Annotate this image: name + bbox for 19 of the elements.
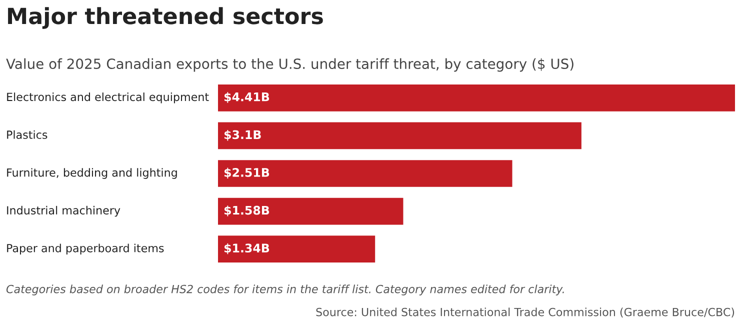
data-label: $1.58B xyxy=(224,206,270,216)
data-label: $1.34B xyxy=(224,243,270,254)
data-label: $4.41B xyxy=(224,92,270,103)
data-label: $2.51B xyxy=(224,168,270,178)
bar xyxy=(218,122,582,150)
bar xyxy=(218,236,376,263)
chart-title: Major threatened sectors xyxy=(8,7,323,29)
y-tick-label: Plastics xyxy=(7,130,48,139)
data-label: $3.1B xyxy=(224,130,261,141)
y-tick-label: Industrial machinery xyxy=(7,206,120,217)
chart-subtitle: Value of 2025 Canadian exports to the U.S. under tariff threat, by category ($ US) xyxy=(6,58,574,72)
y-tick-label: Furniture, bedding and lighting xyxy=(7,168,177,179)
y-tick-label: Electronics and electrical equipment xyxy=(7,92,209,104)
bar xyxy=(218,160,512,187)
bar xyxy=(218,84,735,112)
y-tick-label: Paper and paperboard items xyxy=(7,244,164,254)
text: Categories based on broader HS2 codes for items in the tariff list. Category names edited for clarity. xyxy=(6,284,564,296)
source-note: Source: United States International Trade Commission (Graeme Bruce/CBC) xyxy=(316,308,734,318)
bar xyxy=(218,198,404,225)
